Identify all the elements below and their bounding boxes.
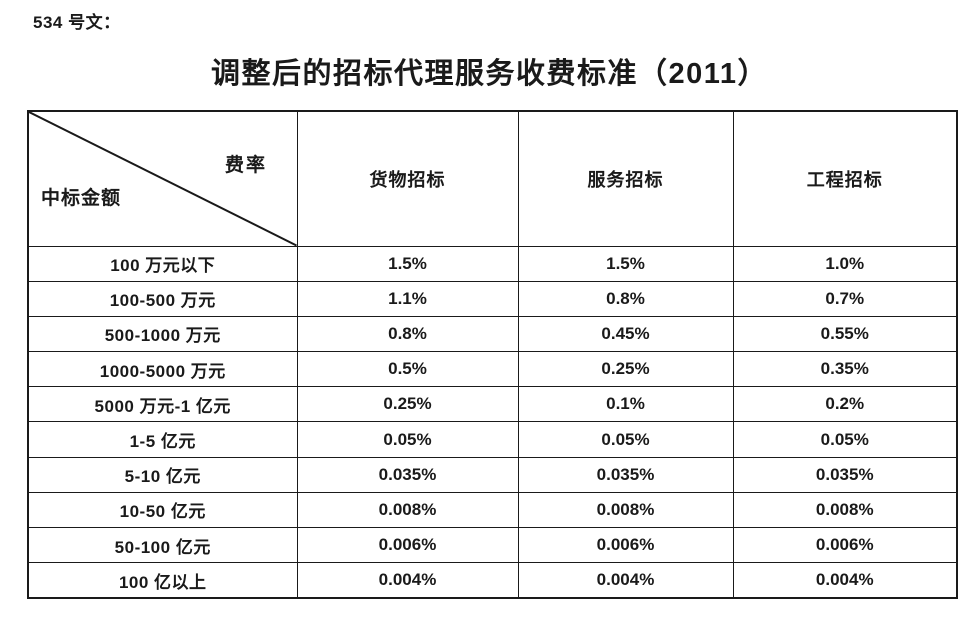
rate-value: 1.5% xyxy=(296,245,519,282)
rate-value: 0.1% xyxy=(517,386,734,423)
rate-value: 0.5% xyxy=(296,351,519,388)
rate-value: 0.8% xyxy=(517,280,734,317)
table-row: 5000 万元-1 亿元 0.25% 0.1% 0.2% xyxy=(27,386,958,423)
rate-value: 0.035% xyxy=(296,456,519,493)
page-title: 调整后的招标代理服务收费标准（2011） xyxy=(211,58,768,90)
diagonal-corner-cell: 费率 中标金额 xyxy=(27,110,298,247)
row-label: 5-10 亿元 xyxy=(27,456,298,493)
column-header-engineering: 工程招标 xyxy=(732,110,958,247)
rate-value: 0.35% xyxy=(732,351,958,388)
rate-value: 1.1% xyxy=(296,280,519,317)
row-label: 50-100 亿元 xyxy=(27,526,298,564)
corner-label-rate: 费率 xyxy=(225,155,268,176)
rate-value: 0.25% xyxy=(296,386,519,423)
rate-value: 0.006% xyxy=(732,526,958,564)
table-row: 100 万元以下 1.5% 1.5% 1.0% xyxy=(27,245,958,282)
row-label: 5000 万元-1 亿元 xyxy=(27,386,298,423)
rate-value: 0.006% xyxy=(517,526,734,564)
doc-number-label: 534 号文： xyxy=(33,13,121,32)
rate-value: 0.008% xyxy=(732,491,958,529)
rate-value: 0.008% xyxy=(517,491,734,529)
rate-value: 0.55% xyxy=(732,315,958,353)
rate-value: 0.2% xyxy=(732,386,958,423)
rate-value: 0.035% xyxy=(517,456,734,493)
rate-value: 0.05% xyxy=(732,421,958,458)
row-label: 1-5 亿元 xyxy=(27,421,298,458)
row-label: 500-1000 万元 xyxy=(27,315,298,353)
corner-label-bid-amount: 中标金额 xyxy=(41,187,122,209)
table-row: 50-100 亿元 0.006% 0.006% 0.006% xyxy=(27,526,958,564)
column-header-goods: 货物招标 xyxy=(296,110,519,247)
row-label: 100-500 万元 xyxy=(27,280,298,317)
rate-value: 0.008% xyxy=(296,491,519,529)
table-row: 1-5 亿元 0.05% 0.05% 0.05% xyxy=(27,421,958,458)
row-label: 100 万元以下 xyxy=(27,245,298,282)
row-label: 100 亿以上 xyxy=(27,562,298,599)
rate-value: 0.05% xyxy=(296,421,519,458)
rate-value: 0.05% xyxy=(517,421,734,458)
rate-value: 1.0% xyxy=(732,245,958,282)
rate-value: 0.006% xyxy=(296,526,519,564)
rate-value: 0.004% xyxy=(732,562,958,599)
table-row: 100 亿以上 0.004% 0.004% 0.004% xyxy=(27,562,958,599)
rate-value: 0.035% xyxy=(732,456,958,493)
rate-value: 0.45% xyxy=(517,315,734,353)
table-row: 1000-5000 万元 0.5% 0.25% 0.35% xyxy=(27,351,958,388)
row-label: 10-50 亿元 xyxy=(27,491,298,529)
rate-value: 0.8% xyxy=(296,315,519,353)
table-row: 5-10 亿元 0.035% 0.035% 0.035% xyxy=(27,456,958,493)
column-header-service: 服务招标 xyxy=(517,110,734,247)
rate-value: 0.25% xyxy=(517,351,734,388)
rate-value: 0.7% xyxy=(732,280,958,317)
rate-value: 1.5% xyxy=(517,245,734,282)
table-row: 10-50 亿元 0.008% 0.008% 0.008% xyxy=(27,491,958,529)
table-header-row: 费率 中标金额 货物招标 服务招标 工程招标 xyxy=(27,110,958,247)
table-row: 100-500 万元 1.1% 0.8% 0.7% xyxy=(27,280,958,317)
table-row: 500-1000 万元 0.8% 0.45% 0.55% xyxy=(27,315,958,353)
rate-value: 0.004% xyxy=(296,562,519,599)
rate-value: 0.004% xyxy=(517,562,734,599)
row-label: 1000-5000 万元 xyxy=(27,351,298,388)
fee-standard-table: 费率 中标金额 货物招标 服务招标 工程招标 100 万元以下 1.5% 1.5… xyxy=(27,110,958,599)
diagonal-divider-line xyxy=(29,112,297,246)
